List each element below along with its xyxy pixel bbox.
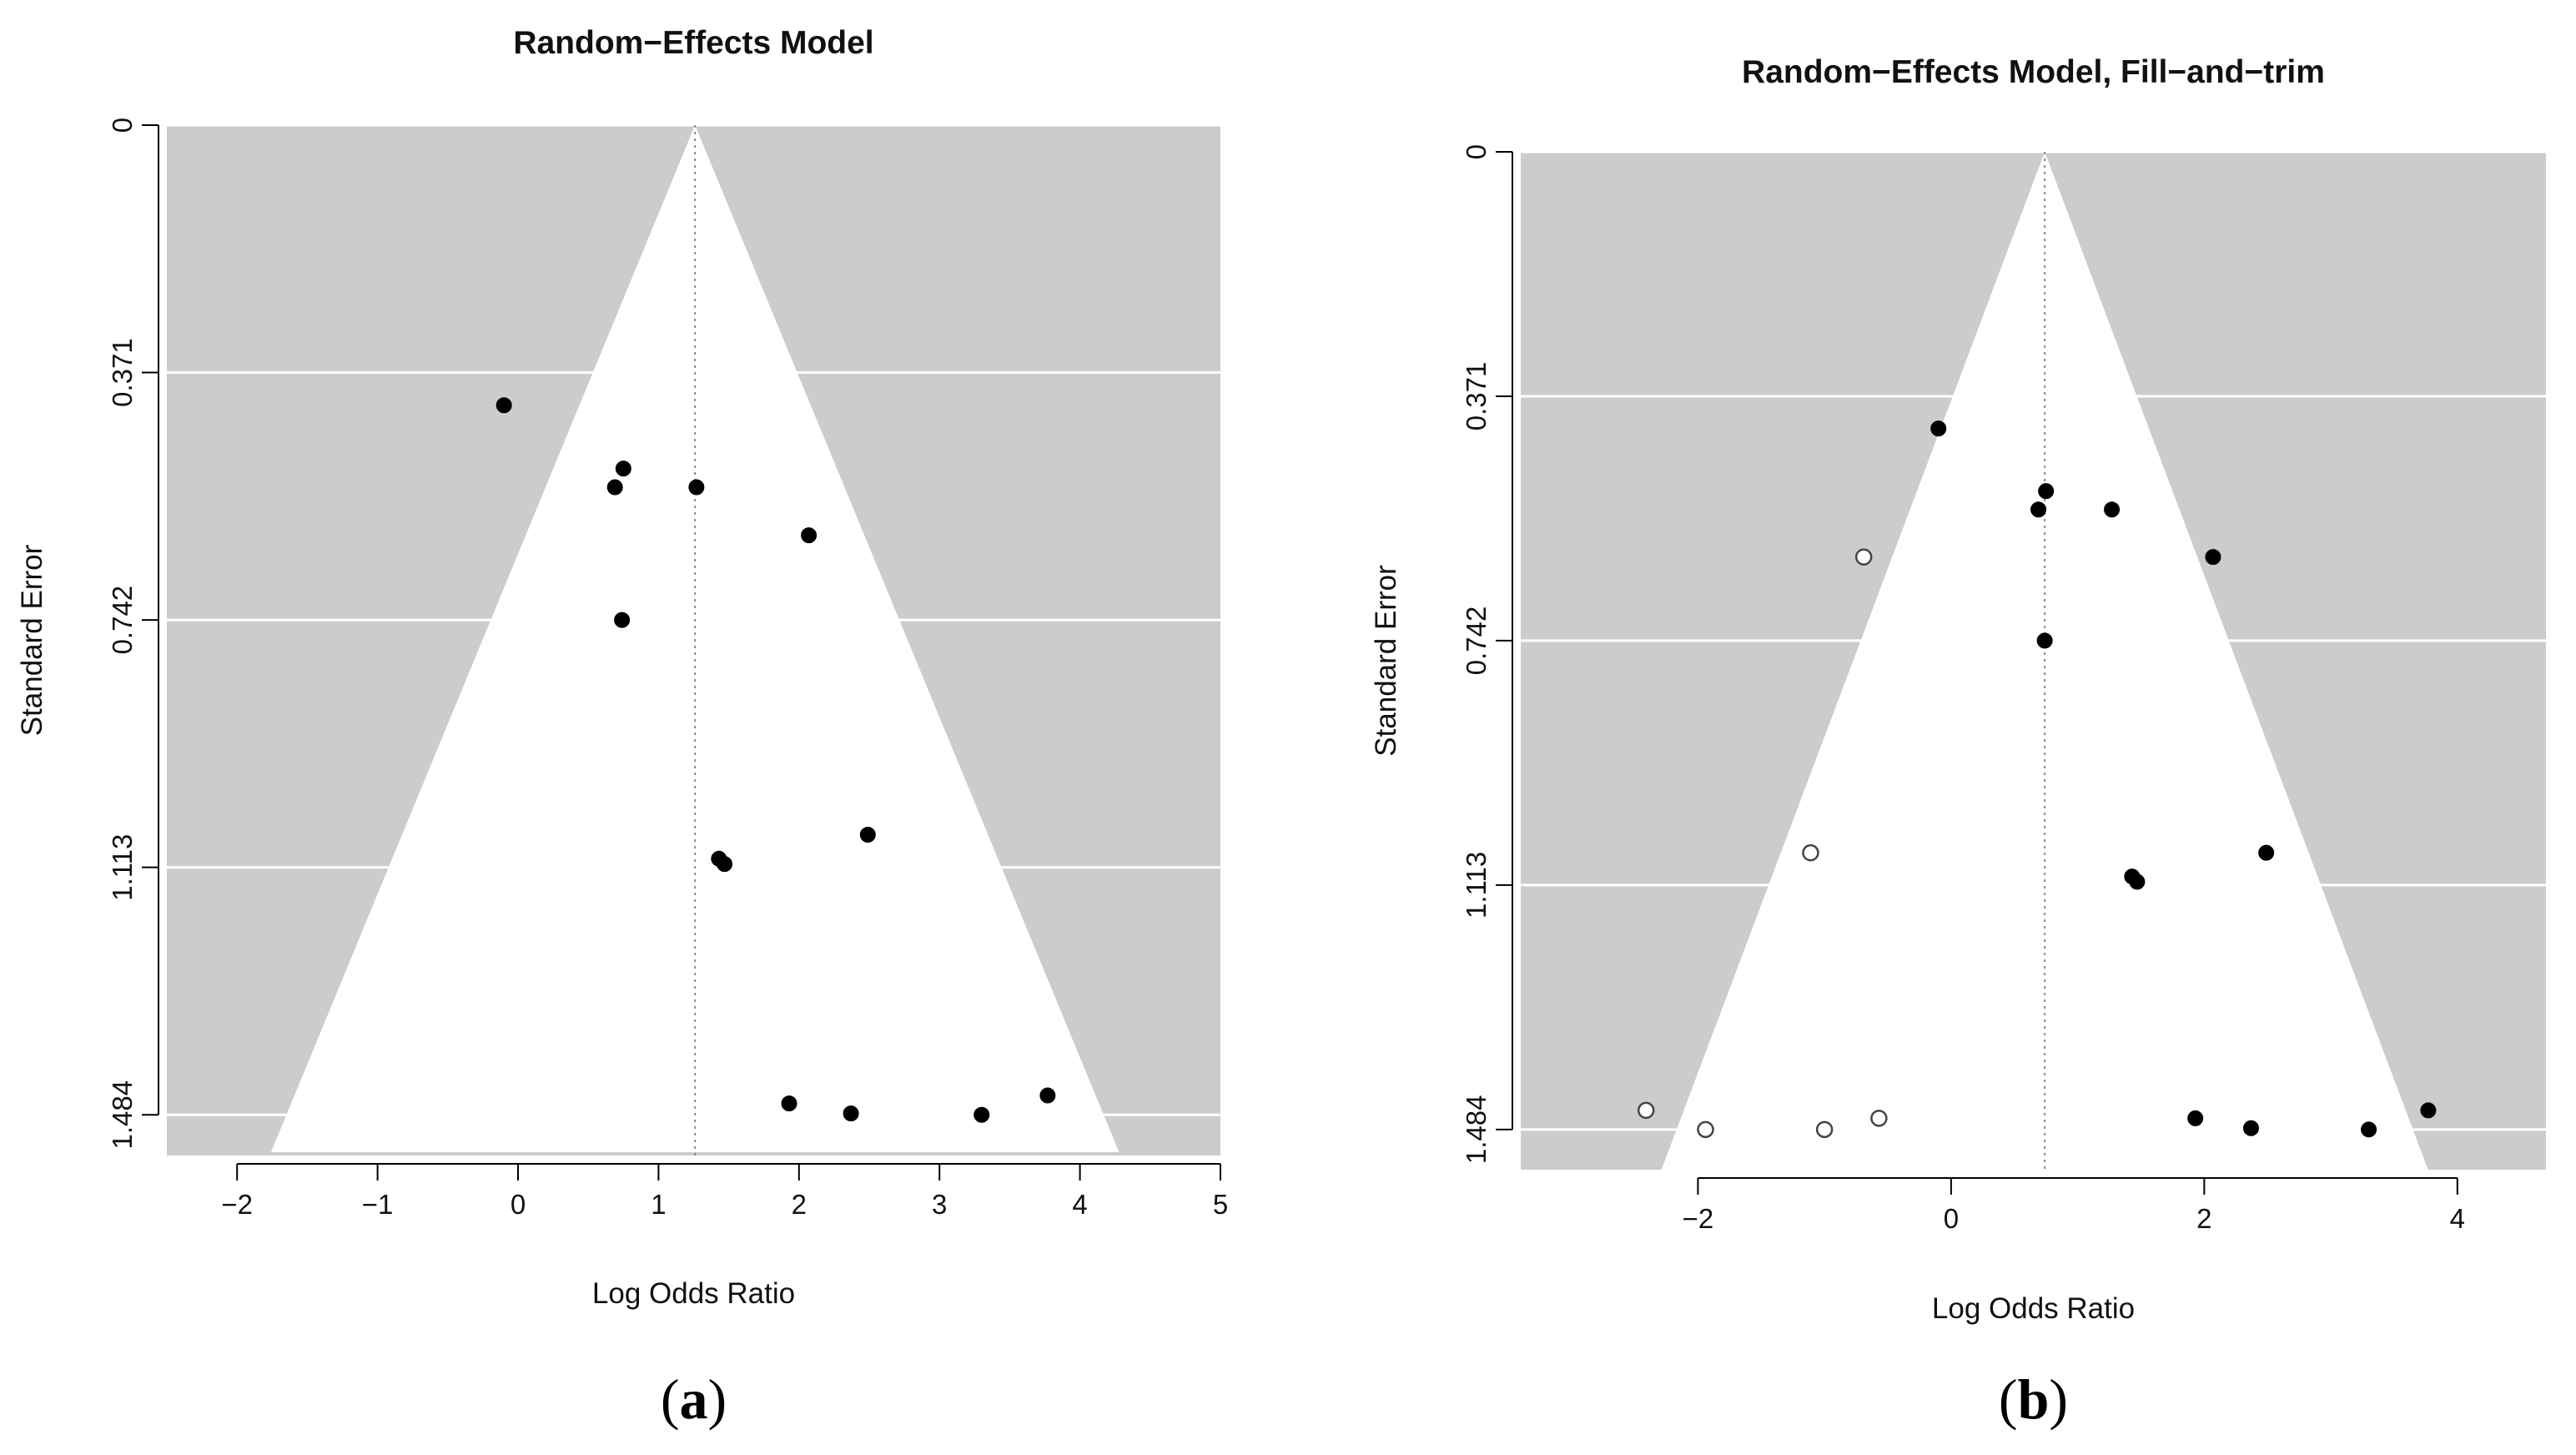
imputed-study-point	[1854, 548, 1873, 566]
y-tick-label: 0.371	[107, 338, 138, 407]
y-axis-label: Standard Error	[16, 544, 48, 736]
observed-study-point	[606, 479, 623, 496]
y-tick-label: 0	[107, 118, 138, 133]
x-tick-label: 3	[932, 1189, 947, 1220]
panel-label-letter: a	[680, 1367, 708, 1431]
panel-label: (b)	[1999, 1367, 2068, 1431]
observed-study-point	[2036, 632, 2053, 649]
observed-study-point	[496, 397, 512, 414]
x-tick-label: 0	[1944, 1203, 1959, 1234]
observed-study-point	[2205, 549, 2221, 566]
observed-study-point	[614, 612, 631, 628]
observed-study-point	[2361, 1121, 2377, 1138]
observed-study-point	[717, 856, 733, 873]
observed-study-point	[1930, 420, 1947, 437]
x-tick-label: 5	[1213, 1189, 1228, 1220]
observed-study-point	[2030, 501, 2047, 518]
observed-study-point	[2420, 1102, 2437, 1119]
x-tick-label: 1	[651, 1189, 666, 1220]
observed-study-point	[2038, 483, 2055, 500]
y-tick-label: 0.371	[1461, 362, 1492, 431]
observed-study-point	[974, 1106, 990, 1123]
x-tick-label: −2	[221, 1189, 253, 1220]
data-points	[496, 397, 1056, 1123]
x-axis-label: Log Odds Ratio	[1932, 1292, 2135, 1325]
observed-study-point	[801, 527, 818, 544]
observed-study-point	[2187, 1110, 2204, 1126]
observed-study-point	[2258, 844, 2275, 861]
x-tick-label: 4	[1072, 1189, 1087, 1220]
observed-study-point	[781, 1095, 797, 1112]
panel-label-open-paren: (	[1999, 1367, 2018, 1431]
y-axis-ticks: 0 0.371 0.742 1.113 1.484	[107, 118, 158, 1150]
observed-study-point	[843, 1105, 859, 1122]
x-axis-label: Log Odds Ratio	[592, 1277, 795, 1310]
imputed-study-point	[1697, 1120, 1714, 1139]
funnel-plot-b: −2 0 2 4 0 0.371 0.742 1.113 1.484 Random−Effec…	[1370, 54, 2546, 1431]
panel-label-close-paren: )	[708, 1367, 727, 1431]
y-tick-label: 1.113	[1461, 852, 1492, 919]
panel-label-close-paren: )	[2049, 1367, 2068, 1431]
panel-label-letter: b	[2018, 1367, 2050, 1431]
x-tick-label: 2	[2196, 1203, 2211, 1234]
data-points	[1637, 420, 2437, 1139]
panel-label-open-paren: (	[661, 1367, 680, 1431]
funnel-region	[270, 125, 1119, 1153]
imputed-study-point	[1870, 1110, 1888, 1127]
imputed-study-point	[1637, 1101, 1655, 1120]
observed-study-point	[688, 479, 705, 496]
y-tick-label: 0.742	[107, 586, 138, 655]
observed-study-point	[2129, 874, 2146, 890]
imputed-study-point	[1802, 843, 1819, 862]
observed-study-point	[615, 461, 631, 477]
imputed-study-point	[1815, 1120, 1834, 1139]
y-tick-label: 1.113	[107, 834, 138, 901]
funnel-plot-a: −2 −1 0 1 2 3 4 5 0 0.371 0.742 1.113 1.484 Random−…	[16, 25, 1228, 1431]
chart-title: Random−Effects Model, Fill−and−trim	[1742, 54, 2325, 90]
x-axis-ticks: −2 −1 0 1 2 3 4 5	[221, 1164, 1228, 1220]
y-tick-label: 1.484	[1461, 1095, 1492, 1165]
x-tick-label: 2	[792, 1189, 807, 1220]
panel-label: (a)	[661, 1367, 727, 1431]
x-tick-label: −2	[1683, 1203, 1714, 1234]
y-axis-label: Standard Error	[1370, 565, 1402, 757]
observed-study-point	[1039, 1087, 1056, 1104]
y-axis-ticks: 0 0.371 0.742 1.113 1.484	[1461, 144, 1512, 1164]
observed-study-point	[2104, 501, 2121, 518]
chart-title: Random−Effects Model	[513, 25, 873, 61]
observed-study-point	[2242, 1120, 2259, 1136]
x-tick-label: 4	[2450, 1203, 2465, 1234]
x-tick-label: −1	[362, 1189, 394, 1220]
y-tick-label: 0	[1461, 144, 1492, 159]
x-axis-ticks: −2 0 2 4	[1683, 1178, 2465, 1234]
y-tick-label: 1.484	[107, 1080, 138, 1150]
y-tick-label: 0.742	[1461, 607, 1492, 676]
observed-study-point	[859, 827, 876, 843]
x-tick-label: 0	[511, 1189, 526, 1220]
